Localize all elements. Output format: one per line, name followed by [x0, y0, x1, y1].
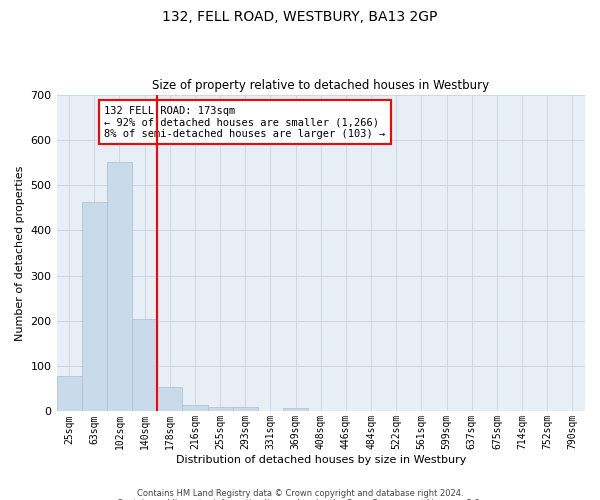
Bar	[56, 376, 82, 412]
Bar	[208, 408, 233, 412]
Bar	[233, 408, 258, 412]
Text: Contains HM Land Registry data © Crown copyright and database right 2024.: Contains HM Land Registry data © Crown c…	[137, 488, 463, 498]
Bar	[283, 408, 308, 412]
Title: Size of property relative to detached houses in Westbury: Size of property relative to detached ho…	[152, 79, 490, 92]
Bar	[182, 405, 208, 411]
Bar	[82, 202, 107, 412]
Bar	[132, 318, 157, 412]
Y-axis label: Number of detached properties: Number of detached properties	[15, 166, 25, 340]
X-axis label: Distribution of detached houses by size in Westbury: Distribution of detached houses by size …	[176, 455, 466, 465]
Text: 132 FELL ROAD: 173sqm
← 92% of detached houses are smaller (1,266)
8% of semi-de: 132 FELL ROAD: 173sqm ← 92% of detached …	[104, 106, 385, 139]
Bar	[107, 162, 132, 412]
Text: Contains public sector information licensed under the Open Government Licence v3: Contains public sector information licen…	[118, 498, 482, 500]
Bar	[157, 386, 182, 411]
Text: 132, FELL ROAD, WESTBURY, BA13 2GP: 132, FELL ROAD, WESTBURY, BA13 2GP	[163, 10, 437, 24]
